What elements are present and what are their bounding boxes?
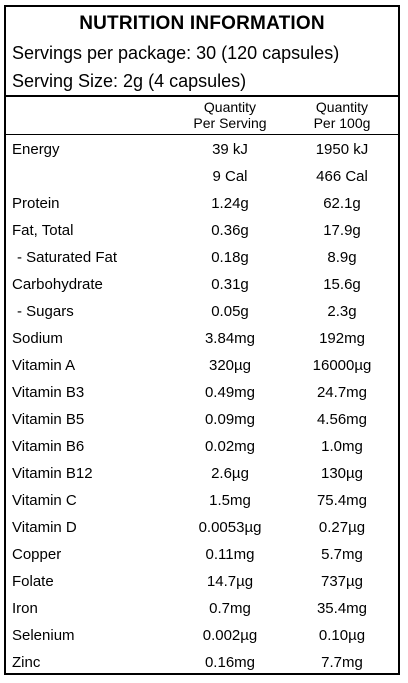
table-row: Vitamin B6 0.02mg 1.0mg (6, 433, 398, 460)
per-100g-value: 17.9g (323, 222, 361, 239)
per-100g-value: 1950 kJ (315, 141, 369, 158)
per-100g-value: 75.4mg (316, 492, 368, 509)
per-100g-value: 737µg (320, 573, 363, 590)
column-header-divider (6, 134, 398, 135)
per-100g-value: 62.1g (323, 195, 361, 212)
per-serving-value: 0.31g (211, 276, 249, 293)
nutrient-table: Energy 39 kJ 1950 kJ 9 Cal 466 Cal Protein 1.2… (6, 136, 398, 676)
nutrient-name: Protein (12, 195, 60, 212)
table-row: Carbohydrate 0.31g 15.6g (6, 271, 398, 298)
column-header-line: Per 100g (313, 115, 371, 131)
per-serving-value: 0.16mg (204, 654, 256, 671)
table-row: Vitamin B12 2.6µg 130µg (6, 460, 398, 487)
nutrient-name: Sodium (12, 330, 63, 347)
per-100g-value: 1.0mg (321, 438, 363, 455)
nutrient-name: Copper (12, 546, 62, 563)
column-header-per-serving: Quantity Per Serving (184, 99, 276, 131)
panel-title: NUTRITION INFORMATION (79, 13, 325, 34)
per-100g-value: 466 Cal (316, 168, 368, 185)
column-header-line: Per Serving (193, 115, 267, 131)
table-row: Vitamin D 0.0053µg 0.27µg (6, 514, 398, 541)
nutrient-name: Fat, Total (12, 222, 74, 239)
per-serving-value: 3.84mg (204, 330, 256, 347)
nutrition-panel: NUTRITION INFORMATION Servings per packa… (4, 5, 400, 675)
nutrient-name: Vitamin B5 (12, 411, 85, 428)
per-serving-value: 0.0053µg (198, 519, 262, 536)
table-row: Folate 14.7µg 737µg (6, 568, 398, 595)
per-serving-value: 1.24g (211, 195, 249, 212)
per-100g-value: 15.6g (323, 276, 361, 293)
per-serving-value: 0.36g (211, 222, 249, 239)
table-row: Vitamin B5 0.09mg 4.56mg (6, 406, 398, 433)
column-header-line: Quantity (203, 99, 257, 115)
header-divider (6, 95, 398, 97)
column-header-line: Quantity (315, 99, 369, 115)
per-serving-value: 1.5mg (209, 492, 251, 509)
table-row: Fat, Total 0.36g 17.9g (6, 217, 398, 244)
table-row: Zinc 0.16mg 7.7mg (6, 649, 398, 676)
servings-per-package: Servings per package: 30 (120 capsules) (12, 43, 340, 63)
nutrient-name: Vitamin B6 (12, 438, 85, 455)
table-row: Vitamin C 1.5mg 75.4mg (6, 487, 398, 514)
table-row: - Sugars 0.05g 2.3g (6, 298, 398, 325)
per-100g-value: 7.7mg (321, 654, 363, 671)
nutrient-name: Carbohydrate (12, 276, 103, 293)
nutrient-name: Vitamin B12 (12, 465, 93, 482)
nutrient-name: Folate (12, 573, 54, 590)
table-row: 9 Cal 466 Cal (6, 163, 398, 190)
per-serving-value: 0.05g (211, 303, 249, 320)
nutrient-name: Zinc (12, 654, 41, 671)
table-row: Energy 39 kJ 1950 kJ (6, 136, 398, 163)
per-100g-value: 4.56mg (316, 411, 368, 428)
nutrient-name: Vitamin B3 (12, 384, 85, 401)
nutrient-name: Iron (12, 600, 38, 617)
nutrient-name: - Sugars (17, 303, 74, 320)
per-100g-value: 35.4mg (316, 600, 368, 617)
table-row: Selenium 0.002µg 0.10µg (6, 622, 398, 649)
table-row: Copper 0.11mg 5.7mg (6, 541, 398, 568)
per-100g-value: 192mg (319, 330, 365, 347)
per-serving-value: 0.18g (211, 249, 249, 266)
per-100g-value: 8.9g (327, 249, 357, 266)
per-100g-value: 5.7mg (321, 546, 363, 563)
per-serving-value: 39 kJ (212, 141, 248, 158)
nutrient-name: Energy (12, 141, 60, 158)
per-100g-value: 24.7mg (316, 384, 368, 401)
table-row: - Saturated Fat 0.18g 8.9g (6, 244, 398, 271)
per-100g-value: 2.3g (327, 303, 357, 320)
nutrient-name: Vitamin C (12, 492, 77, 509)
serving-size: Serving Size: 2g (4 capsules) (12, 71, 247, 91)
per-serving-value: 0.02mg (204, 438, 256, 455)
per-serving-value: 2.6µg (211, 465, 249, 482)
per-serving-value: 9 Cal (212, 168, 248, 185)
table-row: Iron 0.7mg 35.4mg (6, 595, 398, 622)
per-serving-value: 0.002µg (202, 627, 258, 644)
nutrient-name: Selenium (12, 627, 75, 644)
table-row: Vitamin B3 0.49mg 24.7mg (6, 379, 398, 406)
per-100g-value: 16000µg (312, 357, 372, 374)
per-serving-value: 0.7mg (209, 600, 251, 617)
per-100g-value: 130µg (320, 465, 363, 482)
per-serving-value: 320µg (208, 357, 251, 374)
per-serving-value: 0.11mg (205, 546, 255, 563)
column-header-per-100g: Quantity Per 100g (296, 99, 388, 131)
nutrient-name: Vitamin A (12, 357, 76, 374)
table-row: Sodium 3.84mg 192mg (6, 325, 398, 352)
per-serving-value: 14.7µg (206, 573, 254, 590)
per-100g-value: 0.10µg (318, 627, 366, 644)
nutrient-name: - Saturated Fat (17, 249, 118, 266)
per-serving-value: 0.09mg (204, 411, 256, 428)
table-row: Vitamin A 320µg 16000µg (6, 352, 398, 379)
nutrient-name: Vitamin D (12, 519, 77, 536)
table-row: Protein 1.24g 62.1g (6, 190, 398, 217)
per-100g-value: 0.27µg (318, 519, 366, 536)
per-serving-value: 0.49mg (204, 384, 256, 401)
